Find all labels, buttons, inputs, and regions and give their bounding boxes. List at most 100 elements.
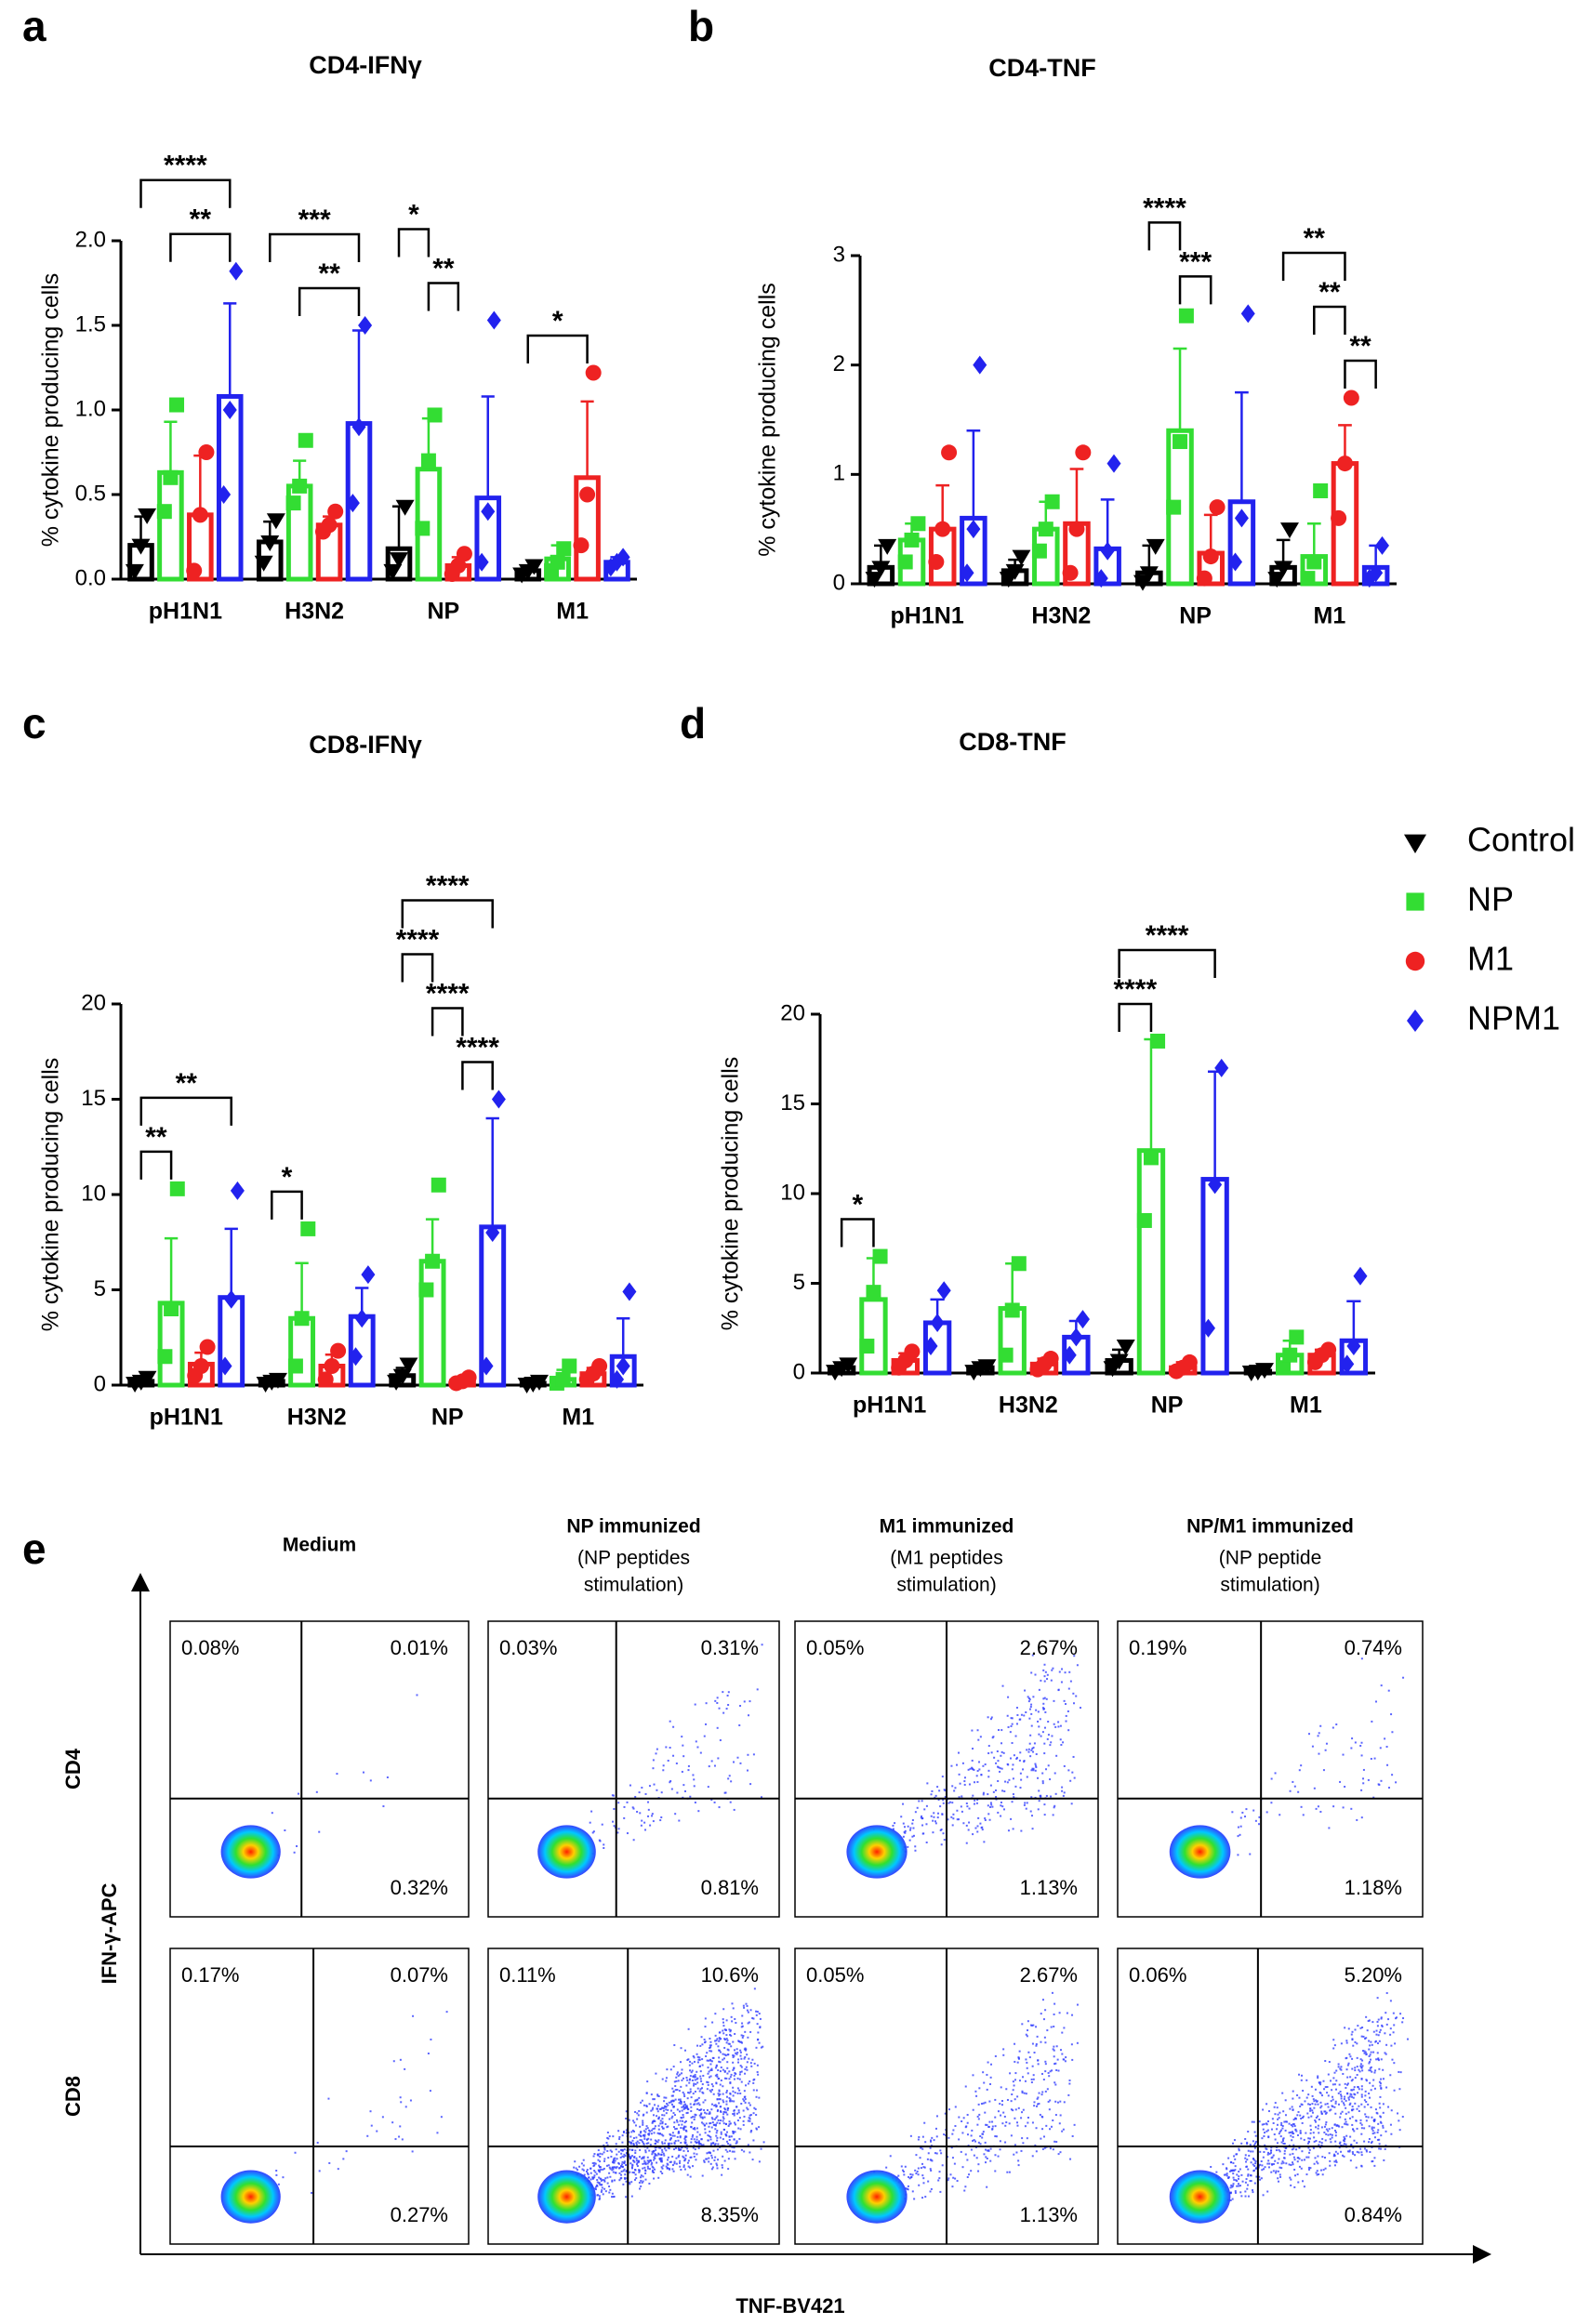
event-dot <box>693 2056 696 2059</box>
event-dot <box>647 2167 650 2170</box>
event-dot <box>1331 2089 1333 2092</box>
event-dot <box>1371 2043 1373 2046</box>
event-dot <box>1349 2076 1352 2079</box>
event-dot <box>722 2118 725 2120</box>
event-dot <box>1044 2070 1047 2073</box>
event-dot <box>699 2044 702 2047</box>
event-dot <box>1252 2163 1254 2166</box>
event-dot <box>710 1760 713 1763</box>
quadrant-lr: 1.18% <box>1345 1876 1402 1899</box>
event-dot <box>1054 2114 1057 2117</box>
event-dot <box>684 2120 687 2123</box>
event-dot <box>885 2166 888 2169</box>
event-dot <box>370 2124 373 2127</box>
point <box>300 1221 316 1236</box>
event-dot <box>1263 2123 1265 2126</box>
event-dot <box>1060 1744 1063 1747</box>
event-dot <box>1336 2152 1339 2155</box>
event-dot <box>1352 2152 1355 2155</box>
event-dot <box>727 1691 730 1694</box>
event-dot <box>689 2060 692 2063</box>
event-dot <box>1313 2100 1316 2103</box>
event-dot <box>597 2149 600 2152</box>
event-dot <box>731 2150 734 2153</box>
event-dot <box>1007 1696 1010 1698</box>
event-dot <box>930 2139 933 2142</box>
significance-label: ** <box>432 253 455 284</box>
event-dot <box>623 2162 626 2165</box>
event-dot <box>1034 2144 1037 2146</box>
event-dot <box>647 1801 650 1803</box>
event-dot <box>606 2136 609 2139</box>
event-dot <box>987 1793 989 1796</box>
event-dot <box>1357 2025 1359 2027</box>
event-dot <box>642 2114 644 2117</box>
event-dot <box>1305 2132 1307 2134</box>
event-dot <box>923 2121 926 2124</box>
event-dot <box>1290 2184 1292 2186</box>
event-dot <box>613 2161 616 2164</box>
event-dot <box>740 2080 743 2083</box>
event-dot <box>1377 2034 1380 2037</box>
event-dot <box>1284 2114 1287 2117</box>
event-dot <box>1040 2093 1043 2096</box>
event-dot <box>729 2144 732 2146</box>
event-dot <box>606 2176 609 2179</box>
event-dot <box>732 2061 735 2064</box>
event-dot <box>1318 1732 1320 1735</box>
event-dot <box>1296 2173 1299 2176</box>
event-dot <box>1292 2125 1294 2128</box>
y-axis-label: IFN-γ-APC <box>98 1883 121 1985</box>
event-dot <box>682 2164 685 2167</box>
point <box>186 562 203 579</box>
point <box>169 397 185 413</box>
event-dot <box>989 1802 992 1804</box>
event-dot <box>714 2067 717 2069</box>
event-dot <box>1397 2112 1399 2115</box>
event-dot <box>1273 2106 1276 2108</box>
event-dot <box>911 1818 914 1821</box>
event-dot <box>416 1694 418 1697</box>
event-dot <box>725 2038 728 2040</box>
event-dot <box>1358 2151 1360 2154</box>
event-dot <box>984 2111 987 2114</box>
event-dot <box>1080 1707 1082 1710</box>
event-dot <box>1005 2088 1008 2091</box>
event-dot <box>985 2123 987 2126</box>
point <box>317 1371 334 1388</box>
event-dot <box>652 2098 655 2101</box>
event-dot <box>997 1811 1000 1814</box>
event-dot <box>630 2131 633 2133</box>
event-dot <box>1252 2140 1254 2143</box>
event-dot <box>1335 1723 1338 1726</box>
event-dot <box>594 2171 597 2173</box>
event-dot <box>1318 2118 1320 2120</box>
event-dot <box>1046 2029 1049 2032</box>
event-dot <box>1286 2120 1289 2123</box>
event-dot <box>1250 2180 1252 2183</box>
event-dot <box>712 2093 715 2095</box>
significance-label: **** <box>1113 974 1157 1005</box>
event-dot <box>716 2121 719 2124</box>
event-dot <box>707 2067 709 2069</box>
event-dot <box>700 2087 703 2090</box>
event-dot <box>1291 2139 1293 2142</box>
row-label: CD8 <box>61 2076 85 2117</box>
event-dot <box>1058 2012 1061 2014</box>
event-dot <box>1376 1997 1379 2000</box>
event-dot <box>293 1851 296 1854</box>
event-dot <box>1302 2090 1305 2093</box>
bar <box>859 1297 888 1376</box>
event-dot <box>1328 2152 1331 2155</box>
event-dot <box>696 2087 699 2090</box>
event-dot <box>1232 2142 1235 2145</box>
event-dot <box>719 2098 722 2101</box>
event-dot <box>582 2169 585 2172</box>
event-dot <box>1026 1776 1028 1778</box>
event-dot <box>1262 2128 1265 2131</box>
event-dot <box>755 2046 758 2049</box>
event-dot <box>1299 2105 1302 2107</box>
event-dot <box>1018 1759 1021 1762</box>
event-dot <box>644 1792 647 1795</box>
event-dot <box>1055 1754 1058 1757</box>
